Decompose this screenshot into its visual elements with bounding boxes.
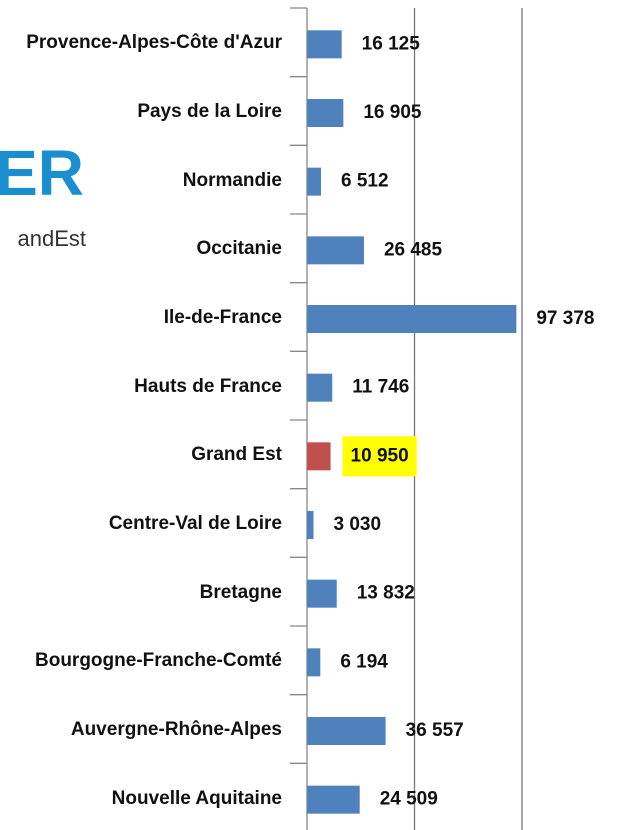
bar <box>307 236 364 265</box>
category-label: Auvergne-Rhône-Alpes <box>70 719 282 740</box>
category-label: Nouvelle Aquitaine <box>111 787 282 809</box>
value-label: 3 030 <box>334 514 382 535</box>
value-label: 36 557 <box>406 720 464 741</box>
category-label: Ile-de-France <box>163 307 282 328</box>
logo-text: ER <box>0 137 84 209</box>
category-label: Occitanie <box>196 238 282 260</box>
label-highlight <box>342 436 417 477</box>
category-label: Normandie <box>182 169 282 191</box>
category-label: Bretagne <box>199 581 282 603</box>
value-label: 26 485 <box>384 239 443 260</box>
bar <box>307 373 333 402</box>
value-label: 6 194 <box>340 651 388 672</box>
value-label: 97 378 <box>536 308 594 329</box>
bar <box>307 442 331 471</box>
value-label: 13 832 <box>357 583 415 604</box>
category-label: Grand Est <box>191 444 282 466</box>
category-label: Hauts de France <box>134 375 282 397</box>
value-label: 11 746 <box>352 377 409 398</box>
category-label: Provence-Alpes-Côte d'Azur <box>26 32 282 54</box>
category-label: Pays de la Loire <box>137 101 282 122</box>
value-label: 10 950 <box>351 445 409 466</box>
category-label: Centre-Val de Loire <box>108 513 282 534</box>
value-label: 16 905 <box>363 102 422 123</box>
bar <box>307 30 342 59</box>
bar <box>307 648 321 677</box>
bar <box>307 717 386 745</box>
bar <box>307 167 322 196</box>
value-label: 24 509 <box>380 789 438 810</box>
category-label: Bourgogne-Franche-Comté <box>35 650 282 672</box>
logo-subtext: andEst <box>18 226 87 251</box>
bar <box>307 305 517 333</box>
bar <box>307 579 337 608</box>
value-label: 6 512 <box>341 171 389 192</box>
bar <box>307 785 360 814</box>
bar <box>307 511 314 539</box>
bar <box>307 99 344 127</box>
value-label: 16 125 <box>362 33 421 54</box>
